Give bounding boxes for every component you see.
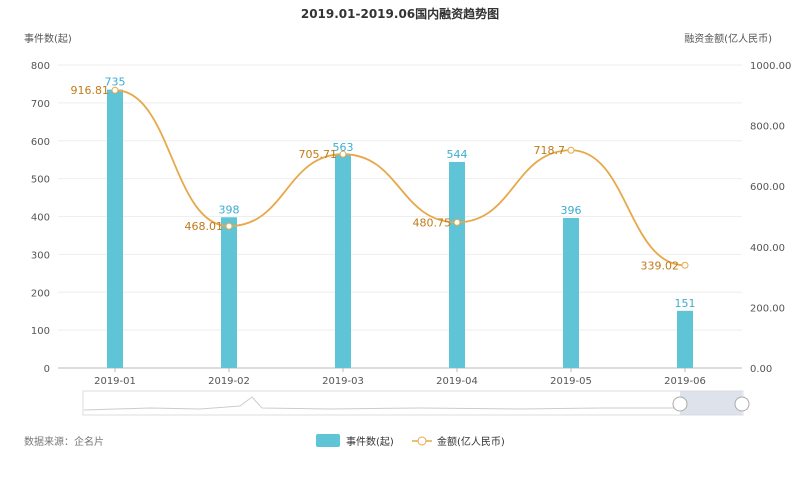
- legend-line-swatch[interactable]: [417, 436, 427, 446]
- x-tick-label: 2019-05: [550, 376, 592, 387]
- left-tick-label: 300: [31, 250, 50, 261]
- line-point: [453, 218, 461, 226]
- left-tick-label: 500: [31, 175, 50, 186]
- bar: [335, 154, 351, 368]
- right-axis-label: 融资金额(亿人民币): [684, 32, 772, 45]
- slider-selection[interactable]: [680, 391, 742, 415]
- bar-value-label: 151: [675, 297, 696, 310]
- bar-value-label: 544: [447, 148, 468, 161]
- bar-value-label: 396: [561, 204, 582, 217]
- line-point: [567, 146, 575, 154]
- left-axis-label: 事件数(起): [24, 32, 72, 45]
- legend-bar-swatch[interactable]: [316, 434, 340, 447]
- x-tick-label: 2019-04: [436, 376, 478, 387]
- left-tick-label: 700: [31, 99, 50, 110]
- line-point: [681, 261, 689, 269]
- line-value-label: 916.81: [71, 84, 110, 97]
- right-tick-label: 1000.00: [750, 61, 791, 72]
- bar: [449, 161, 465, 368]
- left-tick-label: 600: [31, 137, 50, 148]
- right-tick-label: 600.00: [750, 182, 785, 193]
- left-tick-label: 0: [44, 364, 50, 375]
- right-tick-label: 0.00: [750, 364, 772, 375]
- slider-preview: [83, 396, 680, 411]
- bar: [221, 217, 237, 368]
- line-value-label: 468.01: [185, 220, 224, 233]
- left-tick-label: 800: [31, 61, 50, 72]
- x-tick-label: 2019-01: [94, 376, 136, 387]
- bar: [563, 218, 579, 368]
- x-tick-label: 2019-06: [664, 376, 706, 387]
- line-value-label: 718.7: [534, 144, 566, 157]
- bar-value-label: 398: [219, 203, 240, 216]
- x-tick-label: 2019-02: [208, 376, 250, 387]
- slider-handle-right[interactable]: [734, 396, 750, 412]
- bar: [107, 89, 123, 369]
- x-tick-label: 2019-03: [322, 376, 364, 387]
- legend-line-label[interactable]: 金额(亿人民币): [437, 435, 505, 448]
- left-tick-label: 100: [31, 326, 50, 337]
- line-point: [111, 86, 119, 94]
- bar-value-label: 563: [333, 141, 354, 154]
- right-tick-label: 400.00: [750, 243, 785, 254]
- bar: [677, 310, 693, 368]
- left-tick-label: 200: [31, 288, 50, 299]
- line-point: [225, 222, 233, 230]
- right-tick-label: 800.00: [750, 122, 785, 133]
- legend-bar-label[interactable]: 事件数(起): [346, 435, 394, 448]
- bar-value-label: 735: [105, 76, 126, 89]
- line-value-label: 480.75: [413, 216, 452, 229]
- slider-track[interactable]: [82, 390, 744, 416]
- slider-handle-left[interactable]: [672, 396, 688, 412]
- legend: 事件数(起) 金额(亿人民币): [316, 434, 505, 448]
- data-zoom-slider[interactable]: [82, 390, 750, 416]
- amount-line: [114, 89, 686, 267]
- right-tick-label: 200.00: [750, 303, 785, 314]
- line-value-label: 339.02: [641, 259, 680, 272]
- data-source: 数据来源：企名片: [24, 435, 104, 448]
- chart-title: 2019.01-2019.06国内融资趋势图: [301, 6, 499, 21]
- line-point: [339, 150, 347, 158]
- left-tick-label: 400: [31, 213, 50, 224]
- line-value-label: 705.71: [299, 148, 338, 161]
